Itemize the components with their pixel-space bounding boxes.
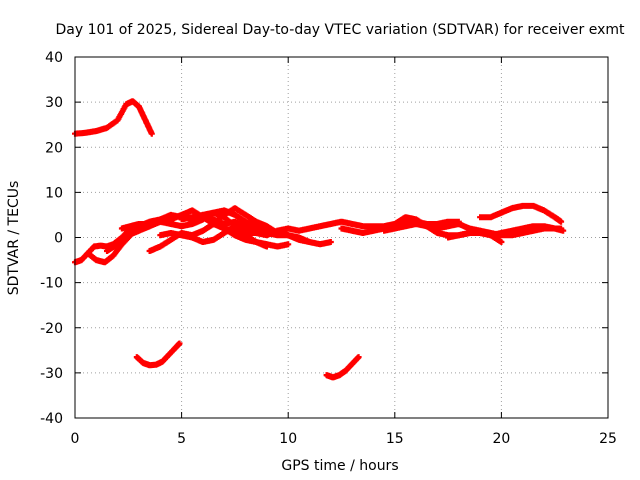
series-markers (210, 216, 292, 250)
y-tick-label: -30 (40, 366, 63, 382)
x-tick-label: 0 (71, 431, 80, 447)
y-tick-label: 30 (45, 95, 63, 111)
tick-layer: 0 5 10 15 20 25 -40 -30 -20 -10 0 10 20 30 40 (40, 50, 617, 447)
y-tick-label: 10 (45, 185, 63, 201)
series-markers (477, 223, 565, 239)
series-track-11 (323, 354, 362, 381)
x-tick-label: 5 (177, 431, 186, 447)
chart-title: Day 101 of 2025, Sidereal Day-to-day VTE… (56, 22, 626, 38)
y-tick-label: 20 (45, 140, 63, 156)
y-tick-label: 40 (45, 50, 63, 66)
y-axis-label: SDTVAR / TECUs (6, 181, 22, 296)
series-track-10 (133, 340, 183, 369)
x-axis-label: GPS time / hours (281, 458, 398, 474)
x-tick-label: 10 (279, 431, 297, 447)
series-markers (477, 202, 565, 225)
y-tick-label: -10 (40, 276, 63, 292)
x-tick-label: 20 (492, 431, 510, 447)
y-tick-label: 0 (54, 231, 63, 247)
series-layer (72, 98, 567, 381)
series-markers (323, 354, 362, 381)
series-markers (133, 340, 183, 369)
x-tick-label: 25 (599, 431, 617, 447)
x-tick-label: 15 (386, 431, 404, 447)
series-track-9 (210, 216, 292, 250)
series-track-16 (477, 202, 565, 225)
y-tick-label: -40 (40, 411, 63, 427)
y-tick-label: -20 (40, 321, 63, 337)
series-track-17 (477, 223, 565, 239)
